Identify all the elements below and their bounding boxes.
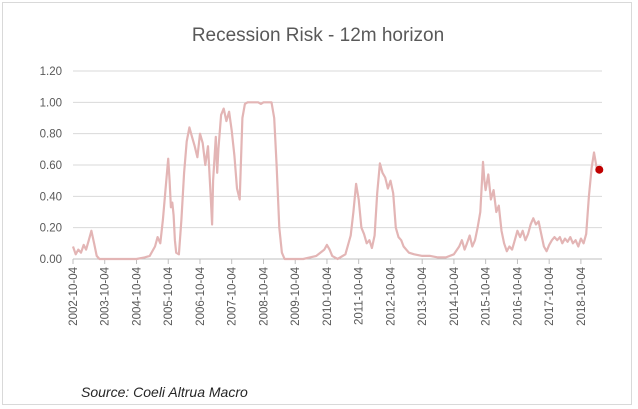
x-tick-label: 2011-10-04 bbox=[354, 266, 366, 325]
x-tick-label: 2002-10-04 bbox=[68, 266, 80, 325]
x-tick-label: 2015-10-04 bbox=[481, 266, 493, 325]
y-axis: 0.00 0.20 0.40 0.60 0.80 1.00 1.20 bbox=[40, 66, 62, 266]
x-tick-label: 2013-10-04 bbox=[417, 266, 429, 325]
series-group bbox=[71, 101, 604, 261]
x-tick-label: 2018-10-04 bbox=[576, 266, 588, 325]
x-tick-label: 2010-10-04 bbox=[322, 266, 334, 325]
y-tick-label: 1.20 bbox=[40, 66, 62, 78]
chart-title: Recession Risk - 12m horizon bbox=[191, 25, 445, 46]
x-tick-label: 2004-10-04 bbox=[132, 266, 144, 325]
y-tick-label: 0.00 bbox=[40, 254, 62, 266]
y-tick-label: 0.40 bbox=[40, 191, 62, 203]
series-line-0 bbox=[71, 101, 600, 261]
x-tick-label: 2005-10-04 bbox=[163, 266, 175, 325]
chart-source: Source: Coeli Altrua Macro bbox=[81, 384, 248, 400]
y-tick-label: 0.20 bbox=[40, 223, 62, 235]
chart-frame: Recession Risk - 12m horizon Source: Coe… bbox=[2, 2, 632, 405]
gridlines bbox=[73, 70, 602, 229]
x-tick-label: 2017-10-04 bbox=[544, 266, 556, 325]
y-tick-label: 0.60 bbox=[40, 160, 62, 172]
y-tick-label: 1.00 bbox=[40, 97, 62, 109]
x-tick-label: 2006-10-04 bbox=[195, 266, 207, 325]
x-axis: 2002-10-04 2003-10-04 2004-10-04 2005-10-04… bbox=[68, 258, 602, 326]
y-tick-label: 0.80 bbox=[40, 129, 62, 141]
x-tick-label: 2014-10-04 bbox=[449, 266, 461, 325]
x-tick-label: 2009-10-04 bbox=[290, 266, 302, 325]
x-tick-label: 2007-10-04 bbox=[227, 266, 239, 325]
latest-point-marker bbox=[595, 165, 604, 174]
x-tick-label: 2008-10-04 bbox=[258, 266, 270, 325]
x-tick-label: 2012-10-04 bbox=[385, 266, 397, 325]
x-tick-label: 2016-10-04 bbox=[512, 266, 524, 325]
x-tick-label: 2003-10-04 bbox=[100, 266, 112, 325]
